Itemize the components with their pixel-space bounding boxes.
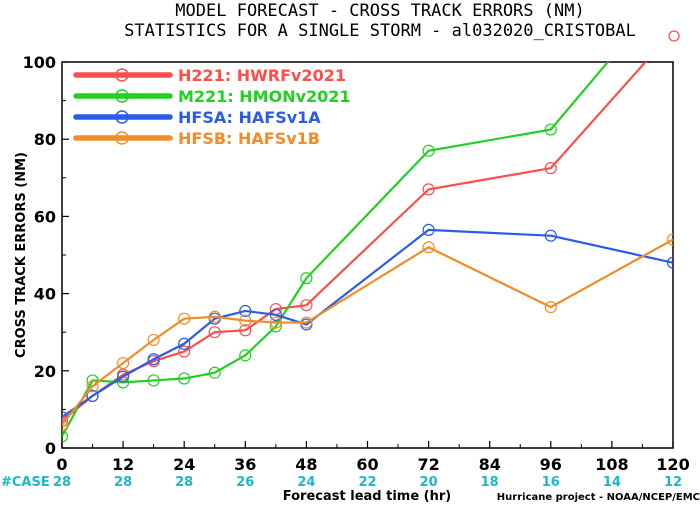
series-line-3: [62, 238, 673, 426]
series-1-point: [178, 372, 191, 385]
y-axis: 0 20 40 60 80 100: [23, 53, 69, 458]
series-3-point: [300, 316, 313, 329]
case-count: 22: [358, 475, 376, 490]
x-tick-label: 84: [479, 455, 501, 474]
series-3-point: [269, 316, 282, 329]
series-2-point: [147, 353, 160, 366]
x-tick-label: 96: [540, 455, 562, 474]
series-1-point: [239, 349, 252, 362]
legend-marker-2: [115, 110, 129, 124]
case-count: 20: [420, 475, 438, 490]
series-layer: [62, 62, 673, 443]
series-1-point: [300, 272, 313, 285]
y-axis-label: CROSS TRACK ERRORS (NM): [14, 152, 29, 358]
case-count: 28: [175, 475, 193, 490]
case-count: 28: [114, 475, 132, 490]
case-count: 18: [481, 475, 499, 490]
chart-title: MODEL FORECAST - CROSS TRACK ERRORS (NM): [175, 1, 584, 21]
series-1-point: [208, 366, 221, 379]
series-line-0: [62, 62, 647, 422]
series-1-point: [62, 430, 69, 443]
y-tick-label: 100: [23, 53, 56, 72]
series-2-point: [666, 256, 673, 269]
series-3-point: [544, 301, 557, 314]
series-2-point: [239, 304, 252, 318]
x-tick-label: 36: [234, 455, 256, 474]
series-0-point: [422, 183, 435, 196]
case-count: 24: [297, 475, 315, 490]
series-2-point: [544, 229, 557, 242]
case-count: 26: [236, 475, 254, 490]
series-3-point: [239, 314, 252, 327]
chart-subtitle: STATISTICS FOR A SINGLE STORM - al032020…: [124, 21, 636, 41]
series-2-point: [116, 370, 130, 383]
case-label: #CASE: [1, 475, 50, 490]
legend: H221: HWRFv2021 M221: HMONv2021 HFSA: HAFS…: [73, 66, 351, 148]
x-axis-label: Forecast lead time (hr): [283, 489, 451, 504]
series-3-point: [178, 312, 191, 325]
y-tick-label: 40: [34, 285, 56, 304]
x-tick-label: 0: [56, 455, 67, 474]
series-2-point: [178, 337, 191, 350]
legend-marker-3: [115, 131, 129, 145]
series-line-2: [62, 228, 673, 419]
series-0-point: [62, 414, 69, 428]
series-0-point: [544, 162, 557, 175]
plot-frame: [61, 61, 674, 449]
x-axis: 0 12 24 36 48 60 72 84 96 108 120: [56, 441, 690, 474]
series-3-point: [666, 233, 673, 246]
legend-label-3: HFSB: HAFSv1B: [178, 129, 320, 148]
series-0-point: [239, 324, 252, 337]
series-1-point: [147, 374, 160, 387]
legend-marker-1: [115, 89, 129, 103]
y-tick-label: 80: [34, 130, 56, 149]
x-tick-label: 48: [295, 455, 317, 474]
credit-text: Hurricane project - NOAA/NCEP/EMC: [497, 492, 700, 503]
series-1-point: [544, 123, 557, 136]
x-tick-label: 120: [656, 455, 689, 474]
y-tick-label: 60: [34, 207, 56, 226]
case-row: #CASE 28 28 28 26 24 22 20 18 16 14 12: [1, 475, 682, 490]
series-3-point: [62, 418, 69, 431]
x-tick-label: 72: [417, 455, 439, 474]
corner-marker: [668, 30, 680, 42]
series-line-1: [62, 62, 610, 437]
series-1-point: [422, 144, 435, 157]
legend-label-0: H221: HWRFv2021: [178, 66, 346, 85]
y-tick-label: 20: [34, 362, 56, 381]
series-3-point: [422, 241, 435, 254]
series-0-point: [208, 326, 221, 339]
series-0-point: [300, 299, 313, 312]
plot-area: 0 12 24 36 48 60 72 84 96 108 120 0 20 40 60 80 100: [23, 53, 690, 474]
series-2-point: [86, 389, 99, 402]
x-tick-label: 108: [595, 455, 628, 474]
legend-label-1: M221: HMONv2021: [178, 87, 351, 106]
legend-label-2: HFSA: HAFSv1A: [178, 108, 321, 127]
y-tick-label: 0: [45, 439, 56, 458]
series-3-point: [116, 356, 130, 370]
series-3-point: [86, 380, 99, 393]
x-tick-label: 60: [356, 455, 378, 474]
series-0-point: [178, 345, 191, 358]
series-2-point: [422, 223, 435, 237]
case-count: 28: [53, 475, 71, 490]
series-2-point: [269, 308, 282, 321]
x-tick-label: 24: [173, 455, 195, 474]
case-count: 16: [542, 475, 560, 490]
series-3-point: [208, 310, 221, 323]
x-tick-label: 12: [112, 455, 134, 474]
legend-marker-0: [115, 68, 129, 82]
case-count: 14: [603, 475, 621, 490]
series-3-point: [147, 333, 160, 347]
case-count: 12: [664, 475, 682, 490]
